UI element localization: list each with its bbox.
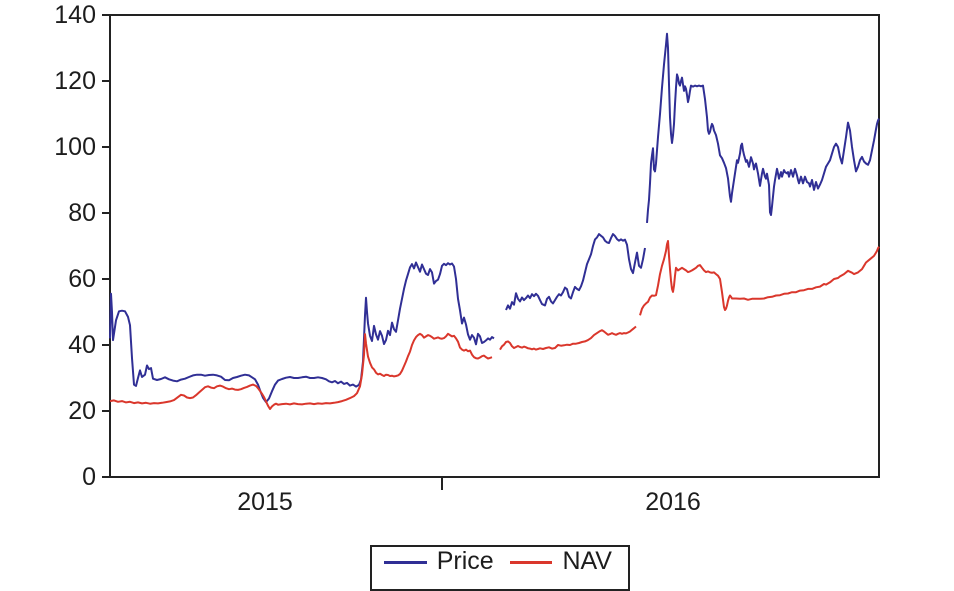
y-axis-tick-label: 120 — [54, 67, 96, 95]
y-axis-tick-label: 140 — [54, 1, 96, 29]
nav-legend-label: NAV — [562, 547, 612, 575]
line-chart-plot — [102, 14, 880, 490]
y-axis-tick-label: 40 — [68, 331, 96, 359]
nav-series-line — [499, 325, 637, 351]
chart-canvas: 0 20 40 60 80 100 120 140 2015 2016 Price NAV — [54, 1, 880, 591]
plot-frame — [109, 14, 880, 478]
nav-series-line — [639, 240, 880, 316]
y-axis-tick-label: 60 — [68, 265, 96, 293]
y-axis-tick-label: 20 — [68, 397, 96, 425]
y-axis-tick-label: 100 — [54, 133, 96, 161]
price-legend-label: Price — [436, 547, 494, 575]
x-axis-year-label: 2016 — [645, 488, 701, 516]
price-legend-line — [384, 561, 427, 564]
nav-legend-line — [509, 561, 553, 564]
x-axis-year-label: 2015 — [237, 488, 293, 516]
nav-series-line — [109, 332, 493, 410]
legend: Price NAV — [370, 545, 630, 591]
price-series-line — [109, 261, 495, 404]
price-series-line — [646, 32, 880, 223]
y-axis-tick-label: 80 — [68, 199, 96, 227]
y-axis-tick-label: 0 — [82, 463, 96, 491]
price-series-line — [505, 233, 646, 311]
